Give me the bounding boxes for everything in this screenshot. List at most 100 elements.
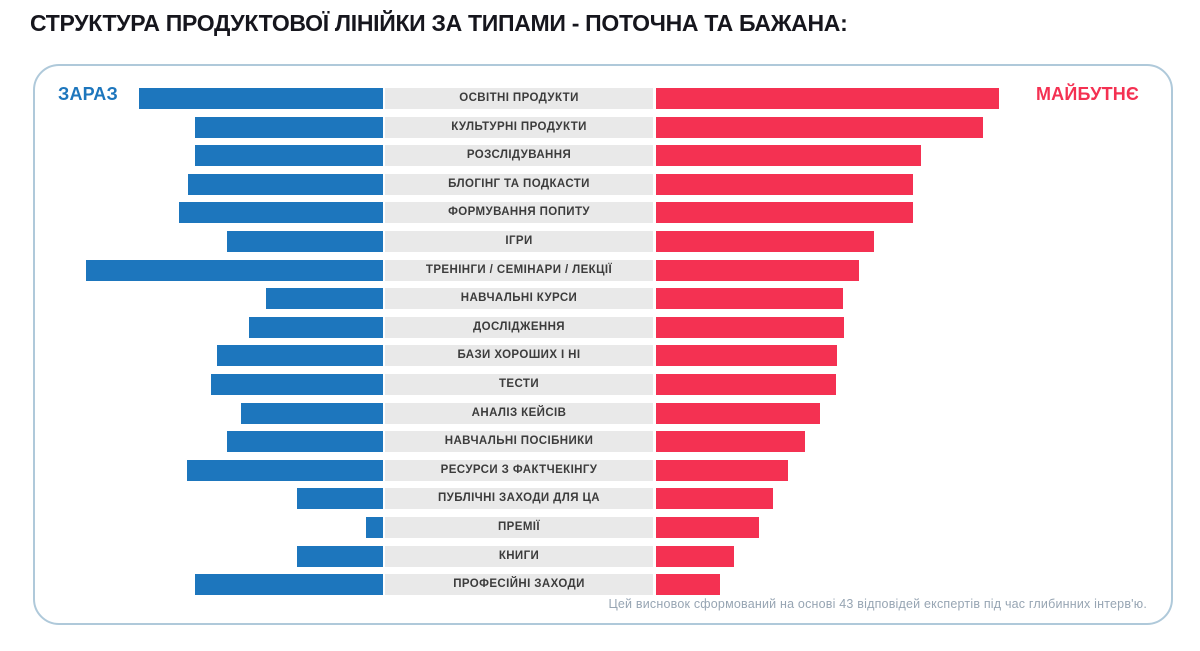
future-bar-zone: [656, 545, 1171, 567]
future-bar-zone: [656, 173, 1171, 195]
future-bar: [656, 202, 913, 224]
future-bar: [656, 431, 805, 453]
chart-row: ФОРМУВАННЯ ПОПИТУ: [35, 202, 1171, 224]
chart-row: НАВЧАЛЬНІ ПОСІБНИКИ: [35, 431, 1171, 453]
now-bar-zone: [35, 230, 383, 252]
category-label: БАЗИ ХОРОШИХ І НІ: [383, 345, 656, 367]
now-bar-zone: [35, 488, 383, 510]
future-bar-zone: [656, 488, 1171, 510]
chart-row: ТРЕНІНГИ / СЕМІНАРИ / ЛЕКЦІЇ: [35, 259, 1171, 281]
now-bar: [227, 230, 383, 252]
category-label: РОЗСЛІДУВАННЯ: [383, 145, 656, 167]
legend-future-label: МАЙБУТНЄ: [1035, 84, 1139, 104]
future-bar-zone: [656, 288, 1171, 310]
chart-row: ІГРИ: [35, 230, 1171, 252]
future-bar: [656, 402, 820, 424]
category-label: ТРЕНІНГИ / СЕМІНАРИ / ЛЕКЦІЇ: [383, 259, 656, 281]
now-bar: [188, 173, 383, 195]
now-bar-zone: [35, 545, 383, 567]
chart-row: НАВЧАЛЬНІ КУРСИ: [35, 288, 1171, 310]
now-bar-zone: [35, 259, 383, 281]
future-bar: [656, 545, 734, 567]
now-bar-zone: [35, 574, 383, 596]
now-bar: [86, 259, 383, 281]
now-bar: [297, 545, 383, 567]
footnote-text: Цей висновок сформований на основі 43 ві…: [608, 597, 1147, 611]
chart-rows: ОСВІТНІ ПРОДУКТИ КУЛЬТУРНІ ПРОДУКТИ РОЗСЛІ…: [35, 88, 1171, 596]
chart-row: ПУБЛІЧНІ ЗАХОДИ ДЛЯ ЦА: [35, 488, 1171, 510]
category-label: НАВЧАЛЬНІ ПОСІБНИКИ: [383, 431, 656, 453]
category-label: ІГРИ: [383, 230, 656, 252]
page-title: СТРУКТУРА ПРОДУКТОВОЇ ЛІНІЙКИ ЗА ТИПАМИ …: [30, 10, 848, 36]
future-bar: [656, 230, 874, 252]
category-label: БЛОГІНГ ТА ПОДКАСТИ: [383, 173, 656, 195]
future-bar: [656, 373, 836, 395]
future-bar-zone: [656, 459, 1171, 481]
now-bar-zone: [35, 402, 383, 424]
category-label: КУЛЬТУРНІ ПРОДУКТИ: [383, 116, 656, 138]
future-bar-zone: [656, 574, 1171, 596]
now-bar: [241, 402, 383, 424]
now-bar: [297, 488, 383, 510]
category-label: ФОРМУВАННЯ ПОПИТУ: [383, 202, 656, 224]
future-bar: [656, 145, 921, 167]
now-bar: [217, 345, 383, 367]
future-bar-zone: [656, 516, 1171, 538]
now-bar-zone: [35, 173, 383, 195]
category-label: ДОСЛІДЖЕННЯ: [383, 316, 656, 338]
now-bar: [266, 288, 383, 310]
now-bar-zone: [35, 373, 383, 395]
chart-row: БЛОГІНГ ТА ПОДКАСТИ: [35, 173, 1171, 195]
future-bar-zone: [656, 316, 1171, 338]
category-label: КНИГИ: [383, 545, 656, 567]
future-bar: [656, 88, 999, 109]
now-bar: [139, 88, 383, 109]
future-bar: [656, 173, 913, 195]
now-bar-zone: [35, 345, 383, 367]
future-bar-zone: [656, 145, 1171, 167]
chart-frame: ЗАРАЗ МАЙБУТНЄ ОСВІТНІ ПРОДУКТИ КУЛЬТУРНІ…: [33, 64, 1173, 625]
category-label: ПУБЛІЧНІ ЗАХОДИ ДЛЯ ЦА: [383, 488, 656, 510]
now-bar: [179, 202, 383, 224]
now-bar: [195, 574, 383, 596]
now-bar: [211, 373, 383, 395]
future-bar: [656, 316, 844, 338]
category-label: НАВЧАЛЬНІ КУРСИ: [383, 288, 656, 310]
future-bar-zone: [656, 202, 1171, 224]
now-bar-zone: [35, 516, 383, 538]
chart-row: ПРЕМІЇ: [35, 516, 1171, 538]
category-label: ТЕСТИ: [383, 373, 656, 395]
future-bar: [656, 345, 837, 367]
future-bar-zone: [656, 402, 1171, 424]
category-label: РЕСУРСИ З ФАКТЧЕКІНГУ: [383, 459, 656, 481]
future-bar: [656, 574, 720, 596]
now-bar-zone: [35, 288, 383, 310]
now-bar: [195, 116, 383, 138]
chart-row: АНАЛІЗ КЕЙСІВ: [35, 402, 1171, 424]
chart-row: БАЗИ ХОРОШИХ І НІ: [35, 345, 1171, 367]
category-label: АНАЛІЗ КЕЙСІВ: [383, 402, 656, 424]
now-bar: [249, 316, 383, 338]
now-bar: [195, 145, 383, 167]
chart-row: КНИГИ: [35, 545, 1171, 567]
future-bar-zone: [656, 373, 1171, 395]
now-bar: [366, 516, 383, 538]
chart-row: ДОСЛІДЖЕННЯ: [35, 316, 1171, 338]
now-bar: [187, 459, 383, 481]
future-bar-zone: [656, 431, 1171, 453]
now-bar: [227, 431, 383, 453]
chart-row: РЕСУРСИ З ФАКТЧЕКІНГУ: [35, 459, 1171, 481]
now-bar-zone: [35, 88, 383, 109]
future-bar: [656, 516, 759, 538]
future-bar-zone: [656, 259, 1171, 281]
future-bar-zone: [656, 116, 1171, 138]
legend-now-label: ЗАРАЗ: [58, 84, 118, 104]
now-bar-zone: [35, 116, 383, 138]
future-bar: [656, 488, 773, 510]
future-bar: [656, 116, 983, 138]
now-bar-zone: [35, 316, 383, 338]
category-label: ОСВІТНІ ПРОДУКТИ: [383, 88, 656, 109]
future-bar: [656, 259, 859, 281]
now-bar-zone: [35, 431, 383, 453]
chart-row: ПРОФЕСІЙНІ ЗАХОДИ: [35, 574, 1171, 596]
